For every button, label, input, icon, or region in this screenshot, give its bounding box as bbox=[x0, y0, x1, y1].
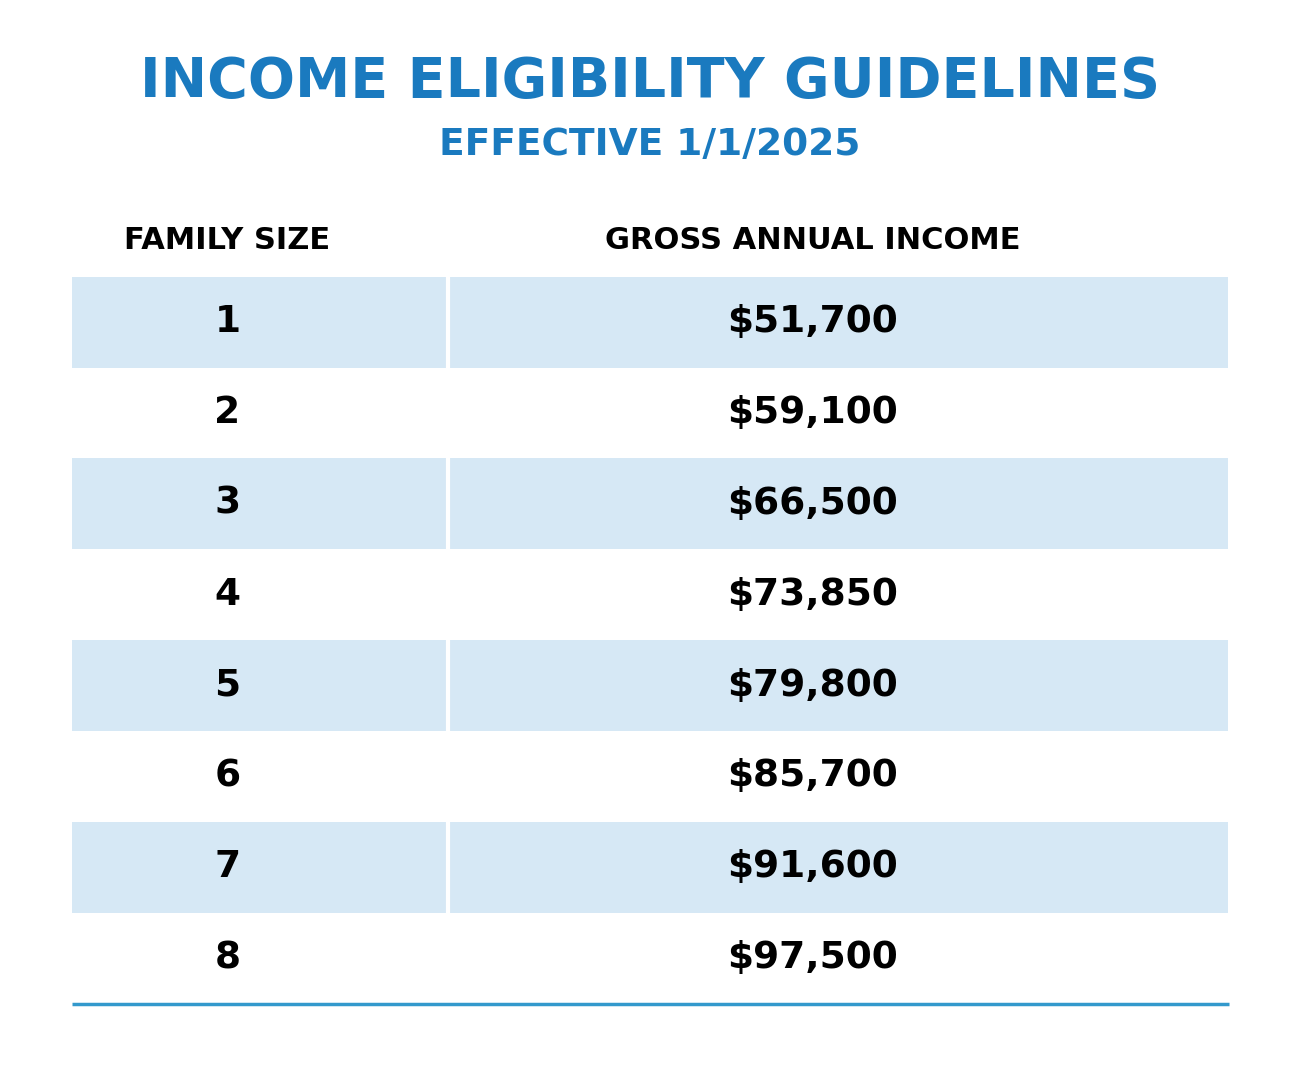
Text: FAMILY SIZE: FAMILY SIZE bbox=[125, 227, 330, 255]
Text: $66,500: $66,500 bbox=[727, 486, 898, 522]
Bar bbox=[72, 822, 1228, 912]
Text: $85,700: $85,700 bbox=[727, 758, 898, 794]
Text: $97,500: $97,500 bbox=[727, 941, 898, 976]
Text: 1: 1 bbox=[214, 304, 240, 340]
Text: 5: 5 bbox=[214, 667, 240, 703]
Text: INCOME ELIGIBILITY GUIDELINES: INCOME ELIGIBILITY GUIDELINES bbox=[140, 55, 1160, 110]
Text: $79,800: $79,800 bbox=[727, 667, 898, 703]
Text: 2: 2 bbox=[214, 395, 240, 431]
Text: $59,100: $59,100 bbox=[727, 395, 898, 431]
Text: EFFECTIVE 1/1/2025: EFFECTIVE 1/1/2025 bbox=[439, 127, 861, 164]
Text: $73,850: $73,850 bbox=[727, 577, 898, 613]
Text: $91,600: $91,600 bbox=[727, 850, 898, 885]
Bar bbox=[72, 458, 1228, 549]
Text: $51,700: $51,700 bbox=[727, 304, 898, 340]
Text: 3: 3 bbox=[214, 486, 240, 522]
Bar bbox=[72, 277, 1228, 368]
Text: GROSS ANNUAL INCOME: GROSS ANNUAL INCOME bbox=[604, 227, 1020, 255]
Text: 4: 4 bbox=[214, 577, 240, 613]
Text: 8: 8 bbox=[214, 941, 240, 976]
Bar bbox=[72, 640, 1228, 731]
Text: 6: 6 bbox=[214, 758, 240, 794]
Text: 7: 7 bbox=[214, 850, 240, 885]
